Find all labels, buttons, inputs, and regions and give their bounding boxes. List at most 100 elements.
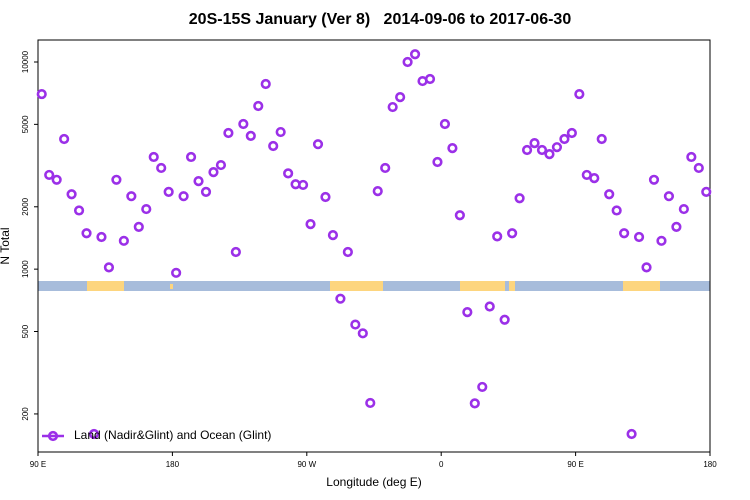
point (521, 144, 533, 156)
point (544, 149, 555, 160)
point (148, 151, 159, 163)
point (626, 428, 637, 440)
x-tick-label: 180 (703, 460, 717, 469)
x-tick-label: 0 (439, 460, 444, 469)
point (260, 78, 271, 90)
point (305, 218, 316, 230)
y-tick-label: 10000 (21, 50, 30, 73)
point (163, 186, 174, 197)
point (566, 127, 577, 139)
point (208, 167, 219, 178)
point (633, 231, 645, 243)
land-band (509, 281, 515, 291)
point (671, 221, 682, 232)
point (402, 56, 413, 68)
point (663, 191, 675, 202)
point (589, 173, 600, 184)
land-band (87, 281, 124, 291)
point (320, 191, 331, 203)
point (477, 381, 488, 393)
point (245, 130, 256, 141)
land-band (170, 284, 173, 289)
point (141, 203, 152, 215)
point (409, 49, 421, 60)
point (268, 140, 279, 152)
point (230, 246, 241, 258)
point (185, 151, 197, 163)
x-tick-label: 90 W (297, 460, 316, 469)
legend-marker (47, 430, 59, 442)
point (88, 428, 100, 440)
surface-band (38, 281, 710, 291)
point (462, 307, 473, 318)
point (103, 262, 115, 273)
point (96, 231, 107, 243)
point (648, 174, 660, 185)
point (36, 88, 47, 100)
y-tick-label: 1000 (21, 260, 30, 278)
point (469, 398, 480, 409)
point (514, 193, 525, 204)
point (327, 229, 339, 241)
land-band (330, 281, 383, 291)
point (372, 186, 383, 197)
legend-label: Land (Nadir&Glint) and Ocean (Glint) (74, 428, 271, 442)
point (171, 267, 182, 278)
point (574, 88, 585, 100)
plot-frame (37, 39, 711, 453)
point (66, 189, 77, 200)
point (342, 246, 353, 258)
point (81, 228, 92, 239)
point (126, 191, 137, 202)
point (133, 221, 144, 232)
point (529, 137, 540, 149)
y-tick-label: 2000 (21, 197, 30, 215)
point (44, 169, 55, 181)
point (611, 205, 622, 216)
point (387, 101, 398, 113)
point (447, 143, 458, 154)
point (178, 191, 189, 202)
land-band (623, 281, 660, 291)
point (499, 314, 510, 325)
x-axis-label: Longitude (deg E) (326, 475, 421, 489)
point (492, 231, 503, 242)
x-tick-label: 90 E (567, 460, 583, 469)
point (380, 162, 391, 174)
point (641, 262, 652, 273)
point (693, 162, 704, 174)
y-tick-label: 500 (21, 324, 30, 338)
point (297, 179, 309, 191)
y-tick-label: 200 (21, 407, 30, 421)
point (215, 159, 227, 171)
point (701, 186, 712, 197)
chart-title: 20S-15S January (Ver 8) 2014-09-06 to 20… (189, 11, 572, 28)
point (536, 144, 548, 156)
point (350, 319, 361, 330)
point (193, 176, 204, 187)
point (275, 126, 286, 138)
point (312, 139, 324, 150)
point (253, 100, 264, 112)
point (439, 118, 451, 130)
point (51, 174, 62, 185)
point (59, 133, 70, 145)
point (335, 293, 346, 304)
point (484, 301, 495, 312)
point (357, 328, 368, 339)
point (596, 133, 607, 145)
point (559, 133, 570, 145)
y-axis-label: N Total (0, 227, 12, 264)
point (432, 156, 443, 168)
point (365, 397, 376, 409)
point (283, 168, 294, 179)
y-tick-label: 5000 (21, 115, 30, 133)
series (36, 49, 712, 440)
point (238, 118, 249, 130)
point (111, 174, 122, 185)
point (118, 235, 129, 246)
x-tick-label: 90 E (30, 460, 46, 469)
point (424, 73, 436, 85)
